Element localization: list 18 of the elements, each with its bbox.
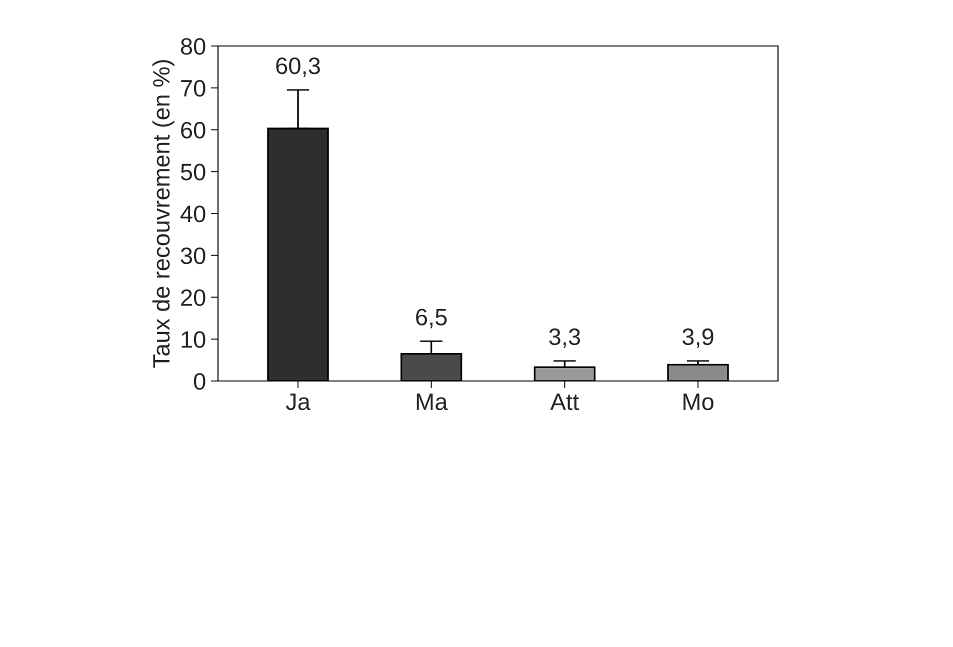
y-axis-title: Taux de recouvrement (en %) — [152, 60, 174, 368]
data-label: 60,3 — [276, 57, 320, 77]
y-tick-label: 70 — [181, 80, 206, 97]
x-tick-label: Ja — [286, 394, 310, 410]
y-tick-label: 80 — [180, 38, 206, 55]
y-tick-label: 40 — [180, 206, 206, 222]
data-label: 6,5 — [416, 308, 447, 328]
x-tick-label: Att — [550, 394, 579, 410]
y-tick-label: 30 — [180, 247, 206, 264]
y-tick-label: 60 — [181, 122, 206, 139]
y-tick-label: 20 — [181, 289, 206, 306]
y-tick-label: 0 — [194, 373, 206, 390]
y-tick-label: 50 — [180, 164, 206, 180]
x-tick-label: Mo — [684, 394, 714, 410]
y-tick-label: 10 — [182, 331, 206, 348]
data-label: 3,3 — [549, 328, 580, 348]
data-label: 3,9 — [682, 328, 714, 348]
x-tick-label: Ma — [416, 394, 448, 410]
